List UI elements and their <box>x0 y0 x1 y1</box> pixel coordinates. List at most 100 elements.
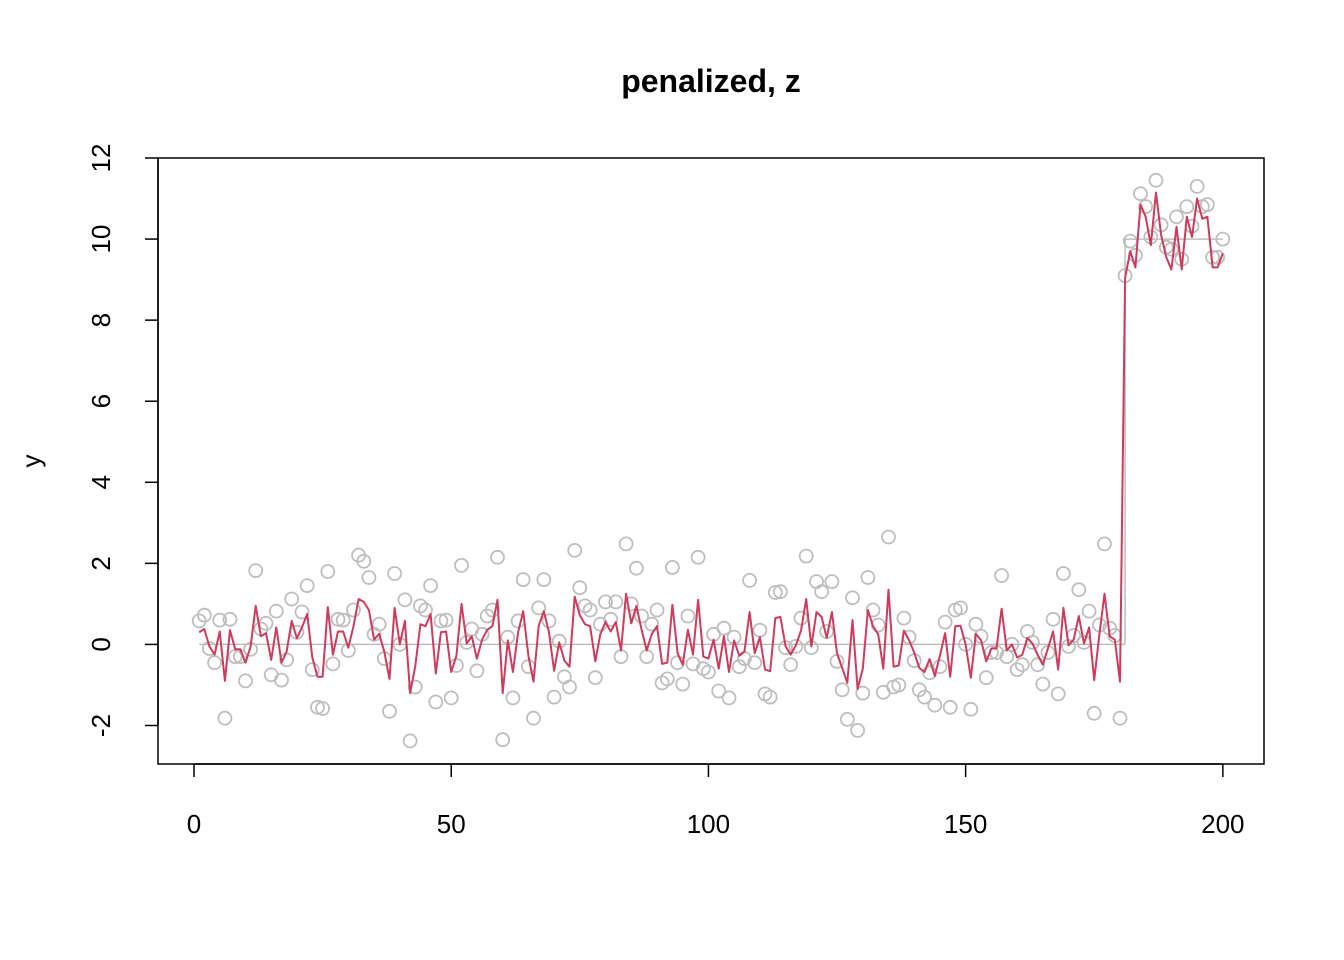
observed-point <box>505 690 521 706</box>
observed-point <box>788 639 804 654</box>
y-tick-label: -2 <box>86 714 116 737</box>
observed-point <box>598 594 613 610</box>
y-axis-label: y <box>16 455 46 468</box>
observed-point <box>320 564 336 579</box>
y-tick-label: 8 <box>86 313 116 327</box>
x-axis: 0 50 100 150 200 <box>187 763 1245 839</box>
y-tick-label: 2 <box>86 556 116 570</box>
observed-point <box>937 614 953 630</box>
observed-point <box>495 732 511 748</box>
observed-point <box>1045 611 1061 627</box>
observed-point <box>773 584 788 600</box>
x-tick-label: 50 <box>437 809 466 839</box>
observed-point <box>665 560 680 575</box>
observed-point <box>418 602 433 618</box>
observed-point <box>927 697 943 713</box>
observed-point <box>968 616 984 632</box>
observed-point <box>865 602 881 618</box>
observed-point <box>1086 705 1102 721</box>
observed-point <box>942 699 958 715</box>
observed-point <box>371 616 387 632</box>
y-tick-label: 12 <box>86 144 116 173</box>
observed-point <box>839 712 855 727</box>
observed-point <box>490 549 505 565</box>
observed-point <box>382 703 397 719</box>
observed-point <box>356 553 372 569</box>
observed-point <box>587 670 603 686</box>
observed-point <box>582 602 598 618</box>
x-tick-label: 150 <box>944 809 987 839</box>
observed-point <box>526 710 541 726</box>
observed-point <box>1035 676 1051 692</box>
observed-point <box>546 689 562 705</box>
observed-point <box>978 670 994 686</box>
observed-point <box>675 676 691 692</box>
observed-point <box>809 574 824 589</box>
observed-point <box>217 710 233 726</box>
observed-point <box>274 672 289 688</box>
observed-point <box>958 637 973 652</box>
observed-points-layer <box>191 172 1231 749</box>
observed-point <box>742 573 757 588</box>
observed-point <box>649 602 665 618</box>
observed-point <box>701 664 716 680</box>
observed-point <box>798 548 814 564</box>
observed-point <box>387 566 403 581</box>
observed-point <box>932 659 948 675</box>
observed-point <box>1097 536 1112 552</box>
observed-point <box>860 570 876 585</box>
y-tick-label: 4 <box>86 475 116 489</box>
observed-point <box>793 610 809 626</box>
observed-point <box>304 662 320 677</box>
observed-point <box>634 608 649 624</box>
observed-point <box>1030 657 1046 673</box>
observed-point <box>629 560 644 576</box>
observed-point <box>1014 657 1030 673</box>
observed-point <box>850 723 865 738</box>
observed-point <box>1148 172 1164 188</box>
observed-point <box>603 611 619 627</box>
observed-point <box>767 585 783 600</box>
y-axis: -2 0 2 4 6 8 10 12 <box>86 144 159 737</box>
y-tick-label: 0 <box>86 637 116 651</box>
observed-point <box>680 608 696 624</box>
fitted-line <box>198 191 1224 695</box>
observed-point <box>824 574 840 589</box>
observed-point <box>690 549 706 565</box>
observed-point <box>911 682 927 698</box>
observed-point <box>315 701 331 716</box>
observed-point <box>521 659 536 675</box>
observed-point <box>454 558 469 573</box>
observed-point <box>1050 686 1066 702</box>
observed-point <box>1200 197 1215 213</box>
observed-point <box>572 580 588 596</box>
observed-point <box>222 611 238 627</box>
observed-point <box>834 682 850 698</box>
observed-point <box>618 536 634 552</box>
observed-point <box>299 578 315 593</box>
observed-point <box>361 570 377 585</box>
observed-point <box>917 689 932 705</box>
observed-point <box>670 655 685 671</box>
observed-point <box>814 584 829 600</box>
observed-point <box>268 603 284 619</box>
observed-point <box>423 578 439 593</box>
observed-point <box>1112 710 1128 726</box>
observed-point <box>1056 566 1071 581</box>
y-tick-label: 6 <box>86 394 116 408</box>
observed-point <box>783 657 799 673</box>
plot-frame <box>157 157 1265 765</box>
observed-point <box>1169 209 1184 225</box>
observed-point <box>325 656 341 672</box>
observed-point <box>294 604 310 620</box>
observed-point <box>536 572 552 587</box>
observed-point <box>1009 662 1025 677</box>
observed-point <box>896 610 912 626</box>
observed-point <box>639 649 655 664</box>
observed-point <box>731 659 747 675</box>
fitted-line-layer <box>198 191 1224 695</box>
observed-point <box>397 592 413 608</box>
observed-point <box>716 620 732 636</box>
x-tick-label: 0 <box>187 809 201 839</box>
